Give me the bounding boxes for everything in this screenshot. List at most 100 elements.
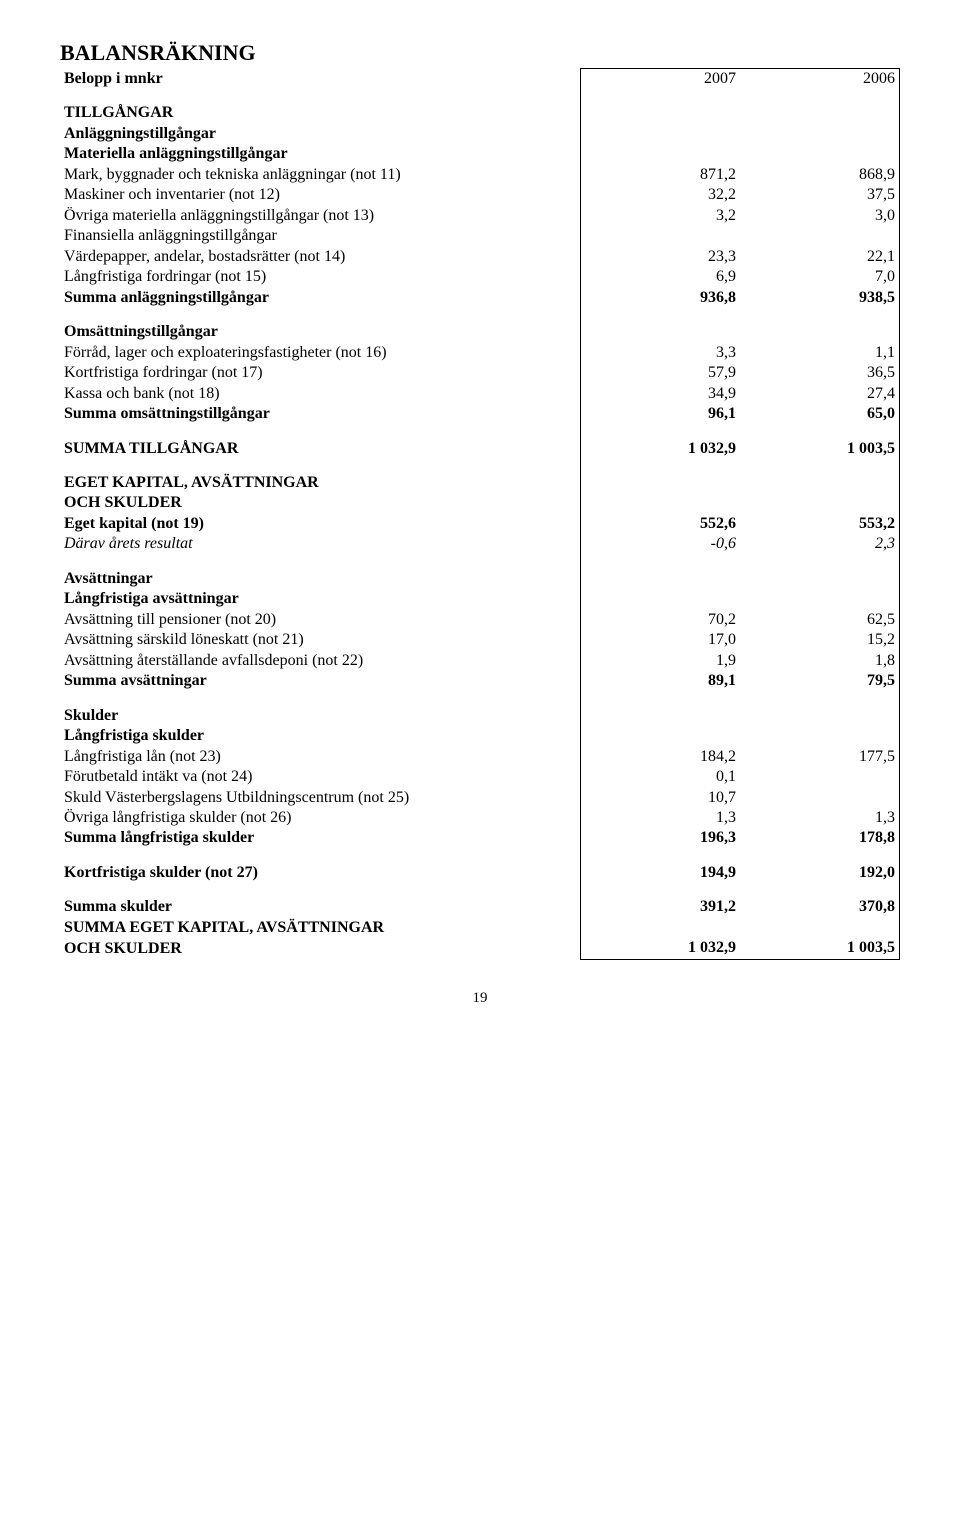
row-value-2006: 1 003,5 [740,425,900,459]
unit-label: Belopp i mnkr [60,69,580,90]
row-value-2006: 62,5 [740,610,900,630]
row-label: Maskiner och inventarier (not 12) [60,185,580,205]
row-label: Anläggningstillgångar [60,124,580,144]
row-value-2007: 6,9 [580,267,740,287]
row-label: Långfristiga skulder [60,726,580,746]
row-label: Omsättningstillgångar [60,308,580,342]
row-value-2007 [580,589,740,609]
row-value-2006 [740,767,900,787]
row-label: Långfristiga fordringar (not 15) [60,267,580,287]
row-value-2006 [740,555,900,589]
row-value-2006: 79,5 [740,671,900,691]
row-label: SUMMA TILLGÅNGAR [60,425,580,459]
row-value-2006: 192,0 [740,849,900,883]
row-value-2006: 370,8 [740,883,900,917]
row-label: EGET KAPITAL, AVSÄTTNINGAR [60,459,580,493]
row-label: Kassa och bank (not 18) [60,384,580,404]
row-value-2007: 3,3 [580,343,740,363]
row-value-2006: 938,5 [740,288,900,308]
row-value-2006: 2,3 [740,534,900,554]
row-label: Därav årets resultat [60,534,580,554]
row-value-2007 [580,124,740,144]
row-value-2007: 0,1 [580,767,740,787]
row-value-2006 [740,589,900,609]
row-value-2006 [740,726,900,746]
row-label: Eget kapital (not 19) [60,514,580,534]
row-value-2007: 57,9 [580,363,740,383]
row-label: Summa omsättningstillgångar [60,404,580,424]
page-number: 19 [60,990,900,1007]
row-value-2007 [580,726,740,746]
balance-sheet-table: Belopp i mnkr20072006 TILLGÅNGARAnläggnin… [60,68,900,960]
page-title: BALANSRÄKNING [60,40,900,66]
row-label: Övriga materiella anläggningstillgångar … [60,206,580,226]
row-label: Avsättning särskild löneskatt (not 21) [60,630,580,650]
row-label: Långfristiga lån (not 23) [60,747,580,767]
row-value-2006 [740,493,900,513]
row-value-2006 [740,144,900,164]
row-value-2006: 22,1 [740,247,900,267]
row-value-2007: 391,2 [580,883,740,917]
row-value-2007 [580,144,740,164]
row-label: Förråd, lager och exploateringsfastighet… [60,343,580,363]
row-label: Övriga långfristiga skulder (not 26) [60,808,580,828]
row-label: Kortfristiga skulder (not 27) [60,849,580,883]
row-value-2007 [580,692,740,726]
row-value-2007 [580,555,740,589]
row-value-2006: 27,4 [740,384,900,404]
row-value-2007: 1 032,9 [580,425,740,459]
row-value-2006: 1,3 [740,808,900,828]
row-label: Summa skulder [60,883,580,917]
row-value-2007: 936,8 [580,288,740,308]
row-value-2007: 32,2 [580,185,740,205]
row-value-2006 [740,459,900,493]
row-value-2007: 184,2 [580,747,740,767]
row-value-2006: 65,0 [740,404,900,424]
row-label: Skulder [60,692,580,726]
year-col2: 2006 [740,69,900,90]
row-value-2006: 1 003,5 [740,938,900,959]
row-value-2007: 23,3 [580,247,740,267]
row-value-2006 [740,918,900,938]
row-value-2006: 178,8 [740,828,900,848]
row-value-2006: 868,9 [740,165,900,185]
row-value-2007 [580,226,740,246]
row-label: Mark, byggnader och tekniska anläggninga… [60,165,580,185]
row-value-2007: 1 032,9 [580,938,740,959]
row-value-2006: 37,5 [740,185,900,205]
row-value-2006 [740,692,900,726]
row-label: Finansiella anläggningstillgångar [60,226,580,246]
row-value-2007: 552,6 [580,514,740,534]
row-value-2007 [580,493,740,513]
row-label: Avsättning till pensioner (not 20) [60,610,580,630]
row-value-2007: 10,7 [580,788,740,808]
row-label: Skuld Västerbergslagens Utbildningscentr… [60,788,580,808]
row-value-2006 [740,124,900,144]
row-value-2007 [580,918,740,938]
row-value-2006: 3,0 [740,206,900,226]
row-label: Summa avsättningar [60,671,580,691]
row-label: Avsättning återställande avfallsdeponi (… [60,651,580,671]
row-value-2007: 196,3 [580,828,740,848]
year-col1: 2007 [580,69,740,90]
row-value-2006: 177,5 [740,747,900,767]
row-value-2007: 34,9 [580,384,740,404]
row-label: Kortfristiga fordringar (not 17) [60,363,580,383]
row-value-2007: 96,1 [580,404,740,424]
row-value-2007: 871,2 [580,165,740,185]
row-value-2006: 1,1 [740,343,900,363]
row-value-2006 [740,308,900,342]
row-label: TILLGÅNGAR [60,89,580,123]
row-value-2007: 3,2 [580,206,740,226]
row-value-2006: 553,2 [740,514,900,534]
row-value-2006: 7,0 [740,267,900,287]
row-value-2007: 1,3 [580,808,740,828]
row-label: Summa långfristiga skulder [60,828,580,848]
row-label: Materiella anläggningstillgångar [60,144,580,164]
row-value-2007: -0,6 [580,534,740,554]
row-value-2007: 70,2 [580,610,740,630]
row-value-2007 [580,308,740,342]
row-value-2006 [740,788,900,808]
row-value-2006: 36,5 [740,363,900,383]
row-value-2007: 1,9 [580,651,740,671]
